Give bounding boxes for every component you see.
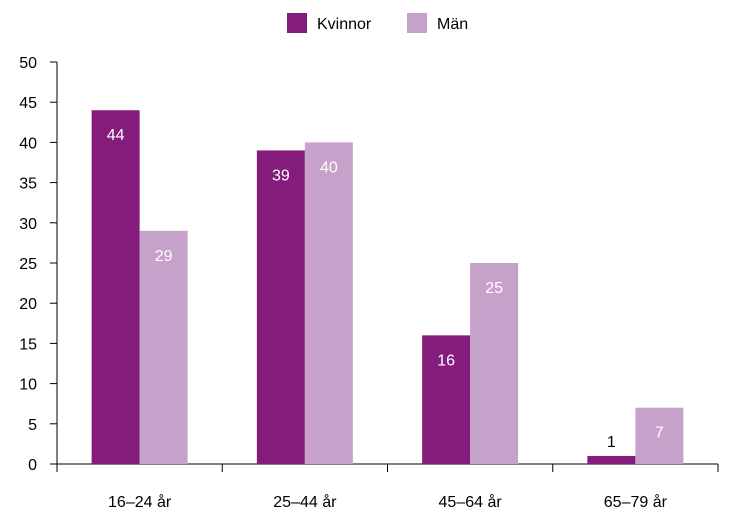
y-tick-label: 30	[19, 216, 37, 233]
data-label: 44	[107, 127, 125, 144]
bar-kvinnor	[422, 335, 471, 464]
bars: 44 39 16 1 29 40 25 7	[91, 110, 684, 465]
y-tick-label: 20	[19, 296, 37, 313]
bar-kvinnor	[256, 150, 305, 464]
legend-label: Kvinnor	[317, 16, 372, 33]
bar-man	[470, 263, 519, 464]
bar-kvinnor	[91, 110, 140, 465]
data-label: 40	[320, 159, 338, 176]
data-label: 7	[655, 425, 664, 442]
legend-swatch	[287, 13, 307, 33]
y-tick-label: 15	[19, 336, 37, 353]
bar-man	[139, 230, 188, 464]
legend-swatch	[407, 13, 427, 33]
x-tick-label: 65–79 år	[604, 493, 668, 511]
y-tick-label: 10	[19, 377, 37, 394]
x-tick-label: 25–44 år	[273, 493, 337, 511]
x-axis: 16–24 år 25–44 år 45–64 år 65–79 år	[56, 463, 719, 511]
y-tick-label: 40	[19, 135, 37, 152]
data-label: 1	[607, 434, 616, 451]
legend-label: Män	[437, 16, 468, 33]
data-label: 39	[272, 167, 290, 184]
x-tick-label: 45–64 år	[439, 493, 503, 511]
data-label: 25	[485, 280, 503, 297]
y-tick-label: 50	[19, 55, 37, 72]
legend: Kvinnor Män	[287, 13, 468, 33]
bar-man	[304, 142, 353, 464]
y-axis: 0 5 10 15 20 25 30 35 40 45 50	[19, 55, 58, 474]
y-tick-label: 45	[19, 95, 37, 112]
data-label: 16	[437, 352, 455, 369]
data-label: 29	[155, 248, 173, 265]
y-tick-label: 35	[19, 176, 37, 193]
bar-man	[635, 407, 684, 464]
bar-kvinnor	[587, 455, 636, 464]
y-tick-label: 25	[19, 256, 37, 273]
y-tick-label: 0	[28, 457, 37, 474]
x-tick-label: 16–24 år	[108, 493, 172, 511]
y-tick-label: 5	[28, 417, 37, 434]
